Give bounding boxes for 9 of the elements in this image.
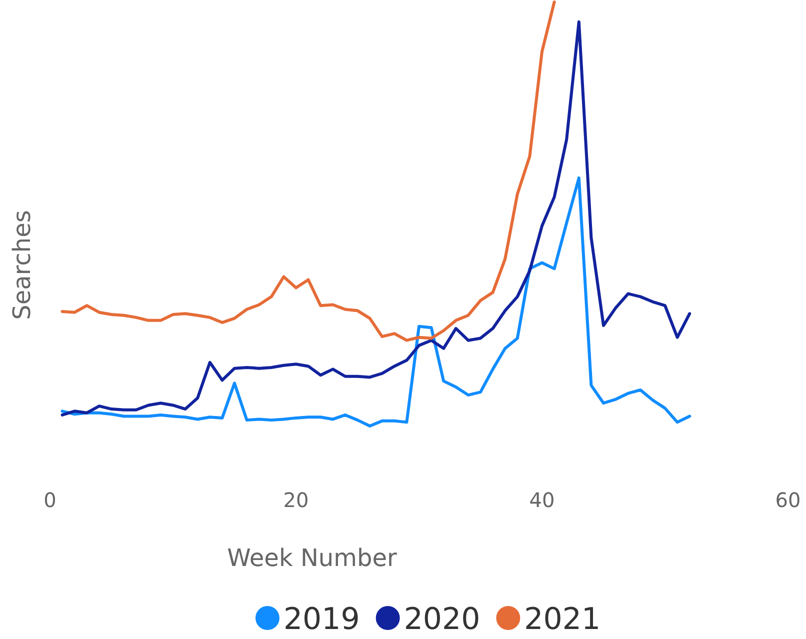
legend-label: 2021 xyxy=(524,602,601,637)
legend-label: 2020 xyxy=(404,602,480,637)
x-tick-label: 40 xyxy=(529,488,555,512)
x-tick-label: 60 xyxy=(775,488,801,512)
legend-label: 2019 xyxy=(283,602,360,637)
x-tick-label: 20 xyxy=(283,488,309,512)
x-tick-label: 0 xyxy=(44,488,56,512)
x-axis-title: Week Number xyxy=(227,544,398,572)
y-axis-title: Searches xyxy=(8,210,36,320)
